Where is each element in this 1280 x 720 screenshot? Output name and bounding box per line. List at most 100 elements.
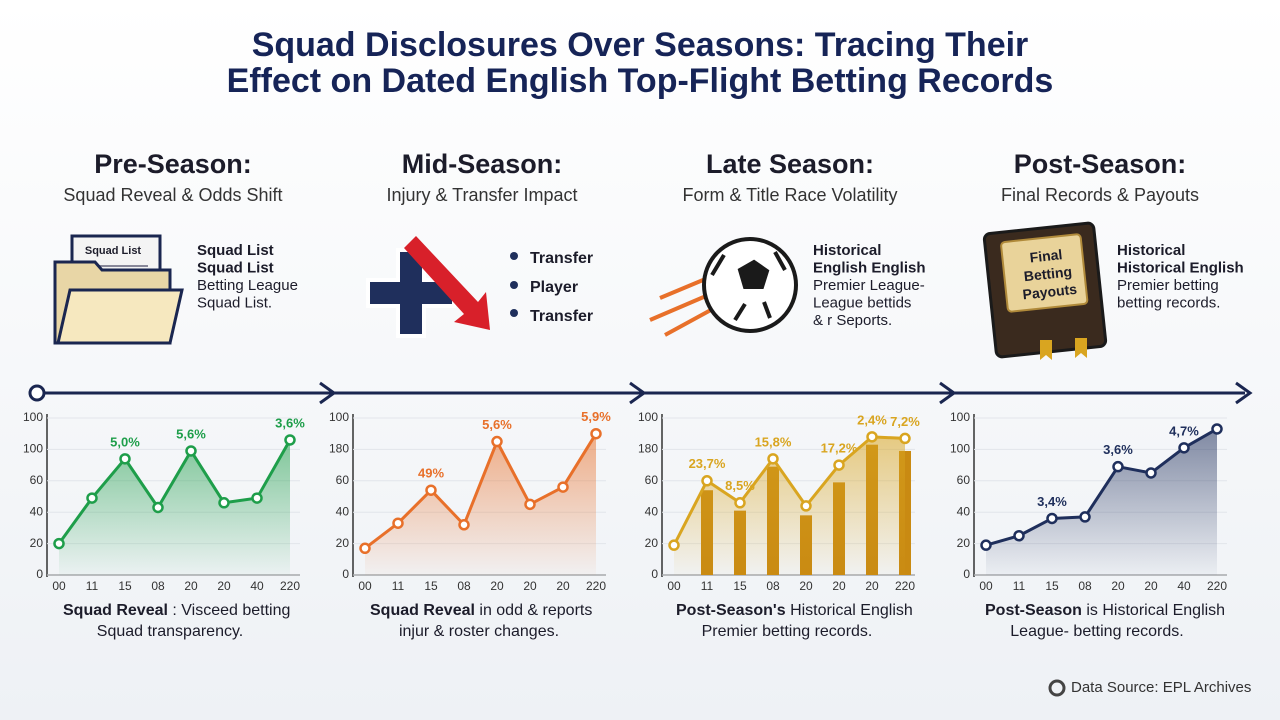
x-tick-label: 20 (217, 579, 231, 593)
line (364, 432, 598, 550)
y-tick-label: 100 (950, 442, 970, 456)
point (1211, 423, 1223, 435)
point (866, 431, 878, 443)
data-label: 5,0% (110, 434, 140, 449)
point (668, 539, 680, 551)
y-tick-label: 20 (645, 536, 659, 550)
x-tick-label: 15 (424, 579, 438, 593)
y-tick-label: 60 (30, 473, 44, 487)
x-tick-label: 00 (358, 579, 372, 593)
data-label: 4,7% (1169, 423, 1199, 438)
point (1013, 530, 1025, 542)
icon-text: Betting (1023, 263, 1073, 284)
y-tick-label: 0 (963, 567, 970, 581)
data-label: 3,4% (1037, 494, 1067, 509)
point (86, 492, 98, 504)
point (524, 498, 536, 511)
caption-bold: Post-Season (985, 602, 1082, 619)
panel-heading: Post-Season: (1014, 149, 1187, 179)
line (672, 435, 906, 546)
y-tick-label: 40 (957, 504, 971, 518)
x-tick-label: 11 (701, 579, 714, 593)
side-text: Historical (813, 242, 881, 259)
x-tick-label: 11 (1013, 579, 1026, 593)
point (284, 434, 296, 446)
x-tick-label: 20 (799, 579, 813, 593)
panel-heading: Pre-Season: (94, 149, 252, 179)
x-tick-label: 220 (280, 579, 300, 593)
x-tick-label: 220 (1207, 579, 1227, 593)
caption: Squad Reveal in odd & reports (370, 602, 592, 619)
x-tick-label: 40 (250, 579, 264, 593)
data-label: 2,4% (857, 412, 887, 427)
caption: Premier betting records. (702, 623, 873, 640)
side-text: betting records. (1117, 294, 1220, 311)
side-text: English English (813, 259, 926, 276)
side-text: Squad List (197, 259, 274, 276)
side-text: Betting League (197, 277, 298, 294)
icon-text: Payouts (1022, 281, 1078, 303)
x-tick-label: 20 (832, 579, 846, 593)
title-line: Effect on Dated English Top-Flight Betti… (227, 62, 1054, 100)
caption: Squad transparency. (97, 623, 243, 640)
caption: League- betting records. (1010, 623, 1183, 640)
point (359, 542, 371, 555)
caption: Squad Reveal : Visceed betting (63, 602, 290, 619)
point (1046, 512, 1058, 525)
side-text: Premier betting (1117, 277, 1219, 294)
y-tick-label: 20 (30, 536, 44, 550)
caption: Post-Season's Historical English (676, 602, 913, 619)
side-text: Player (530, 279, 578, 296)
x-tick-label: 20 (865, 579, 879, 593)
caption-bold: Post-Season's (676, 602, 786, 619)
x-tick-label: 20 (556, 579, 570, 593)
side-text: Transfer (530, 308, 593, 325)
x-tick-label: 00 (667, 579, 681, 593)
data-label: 15,8% (755, 434, 792, 449)
data-label: 5,6% (176, 426, 206, 441)
y-tick-label: 60 (336, 473, 350, 487)
point (557, 481, 569, 493)
area (986, 428, 1217, 575)
icon-text: Squad List (85, 245, 142, 257)
x-tick-label: 20 (490, 579, 504, 593)
panel-subheading: Final Records & Payouts (1001, 185, 1199, 205)
caption-bold: Squad Reveal (370, 602, 475, 619)
data-label: 7,2% (890, 414, 920, 429)
data-label: 17,2% (821, 441, 858, 456)
side-text: Transfer (530, 250, 593, 267)
x-tick-label: 08 (151, 579, 165, 593)
x-tick-label: 15 (1045, 579, 1059, 593)
side-text: Historical (1117, 242, 1185, 259)
x-tick-label: 11 (392, 579, 405, 593)
point (185, 445, 197, 457)
side-text: Squad List (197, 242, 274, 259)
ball-icon (649, 237, 798, 337)
y-tick-label: 100 (950, 410, 970, 424)
icon-text: Final (1029, 246, 1063, 265)
y-tick-label: 0 (342, 567, 349, 581)
area (674, 436, 905, 575)
point (590, 427, 602, 440)
x-tick-label: 00 (979, 579, 993, 593)
point (701, 475, 713, 487)
point (899, 432, 911, 445)
x-tick-label: 20 (523, 579, 537, 593)
x-tick-label: 20 (1111, 579, 1125, 593)
point (1178, 442, 1190, 454)
point (458, 519, 470, 531)
caption-text: : Visceed betting (168, 602, 290, 619)
y-tick-label: 100 (329, 410, 349, 424)
point (1079, 511, 1091, 523)
data-label: 3,6% (1103, 442, 1133, 457)
x-tick-label: 08 (766, 579, 780, 593)
caption-text: is Historical English (1082, 602, 1225, 619)
point (980, 539, 992, 551)
point (53, 537, 65, 550)
side-text: & r Seports. (813, 312, 892, 329)
y-tick-label: 180 (638, 442, 658, 456)
medical-icon (366, 236, 518, 338)
caption-text: Historical English (786, 602, 913, 619)
source-icon (1048, 679, 1066, 697)
